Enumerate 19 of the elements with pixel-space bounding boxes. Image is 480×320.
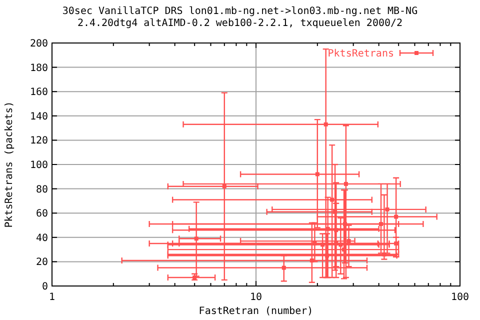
- y-tick-label: 200: [30, 38, 48, 50]
- y-tick-label: 60: [36, 208, 48, 220]
- y-tick-label: 140: [30, 111, 48, 122]
- y-tick-label: 80: [36, 184, 48, 196]
- y-tick-label: 160: [30, 87, 48, 98]
- y-tick-label: 120: [30, 136, 48, 147]
- x-axis-title: FastRetran (number): [198, 306, 314, 317]
- chart-title: 30sec VanillaTCP DRS lon01.mb-ng.net->lon03.mb-ng.net MB-NG: [62, 6, 418, 17]
- y-tick-label: 40: [36, 232, 48, 244]
- y-tick-label: 180: [30, 62, 48, 74]
- x-tick-label: 100: [450, 292, 470, 303]
- y-axis-title: PktsRetrans (packets): [4, 101, 15, 228]
- y-tick-label: 0: [42, 282, 48, 292]
- y-tick-label: 20: [36, 257, 48, 268]
- legend-label: PktsRetrans: [328, 48, 394, 60]
- x-tick-label: 10: [250, 292, 262, 303]
- x-tick-label: 1: [48, 292, 56, 303]
- chart-subtitle: 2.4.20dtg4 altAIMD-0.2 web100-2.2.1, txqueuelen 2000/2: [77, 18, 403, 29]
- y-tick-label: 100: [30, 160, 48, 171]
